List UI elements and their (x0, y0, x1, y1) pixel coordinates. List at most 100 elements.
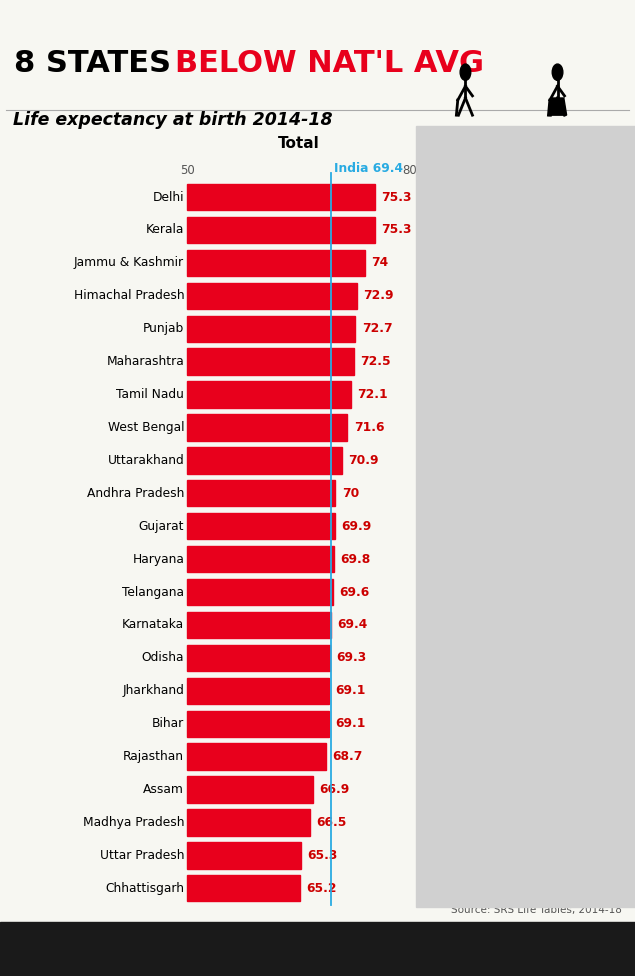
Text: 72.6: 72.6 (555, 421, 582, 434)
Text: Madhya Pradesh: Madhya Pradesh (83, 816, 184, 829)
Text: Uttar Pradesh: Uttar Pradesh (100, 849, 184, 862)
Text: 69.9: 69.9 (341, 519, 371, 533)
Text: Female: Female (537, 137, 599, 151)
Text: 69.3: 69.3 (337, 651, 367, 665)
Text: 72.5: 72.5 (361, 355, 391, 368)
Text: 74.3: 74.3 (555, 454, 582, 467)
Text: 65.8: 65.8 (554, 849, 582, 862)
Text: 72.9: 72.9 (363, 289, 394, 303)
Text: Source: SRS Life Tables, 2014-18: Source: SRS Life Tables, 2014-18 (451, 905, 622, 915)
Text: 74: 74 (371, 257, 389, 269)
Text: 67.7: 67.7 (457, 552, 483, 566)
Text: 66.6: 66.6 (555, 881, 582, 895)
Text: Maharashtra: Maharashtra (107, 355, 184, 368)
Text: Delhi: Delhi (152, 190, 184, 204)
Text: 70.7: 70.7 (551, 151, 586, 166)
Text: 75.3: 75.3 (381, 224, 411, 236)
Text: 68.5: 68.5 (554, 684, 582, 697)
Text: 70.8: 70.8 (555, 586, 582, 598)
Text: 68.5: 68.5 (554, 816, 582, 829)
Text: 65.2: 65.2 (306, 881, 337, 895)
Text: Rajasthan: Rajasthan (123, 751, 184, 763)
Text: 80: 80 (402, 164, 417, 177)
Text: 77: 77 (561, 190, 576, 204)
Text: FOR MORE  INFOGRAPHICS DOWNLOAD  TIMES OF INDIA APP: FOR MORE INFOGRAPHICS DOWNLOAD TIMES OF … (57, 945, 367, 954)
Text: 69.8: 69.8 (340, 552, 371, 566)
Text: 50: 50 (180, 164, 195, 177)
Text: 69.1: 69.1 (335, 684, 366, 697)
Text: Assam: Assam (144, 783, 184, 796)
Text: 69.6: 69.6 (457, 289, 483, 303)
Text: 72.7: 72.7 (362, 322, 392, 335)
Text: 70.9: 70.9 (555, 619, 582, 631)
Text: 69.6: 69.6 (339, 586, 369, 598)
Text: West Bengal: West Bengal (108, 421, 184, 434)
Text: 66.5: 66.5 (316, 816, 346, 829)
Text: 76.2: 76.2 (555, 257, 582, 269)
Text: Life expectancy at birth 2014-18: Life expectancy at birth 2014-18 (13, 111, 332, 129)
Text: 71.3: 71.3 (457, 355, 483, 368)
Text: 73.8: 73.8 (555, 355, 582, 368)
Text: 71: 71 (462, 322, 478, 335)
Text: Jharkhand: Jharkhand (123, 684, 184, 697)
Text: 72.2: 72.2 (457, 257, 483, 269)
Text: Tamil Nadu: Tamil Nadu (116, 388, 184, 401)
Text: 68.7: 68.7 (457, 487, 483, 500)
Text: BELOW NAT'L AVG: BELOW NAT'L AVG (175, 49, 484, 78)
Text: 69.4: 69.4 (337, 619, 368, 631)
Text: 70: 70 (342, 487, 359, 500)
Text: 69.4: 69.4 (457, 717, 483, 730)
Text: Karnataka: Karnataka (122, 619, 184, 631)
Text: 71.6: 71.6 (354, 421, 384, 434)
Text: Chhattisgarh: Chhattisgarh (105, 881, 184, 895)
Text: 63.7: 63.7 (457, 881, 483, 895)
Text: In years: In years (195, 192, 245, 202)
Text: 74.2: 74.2 (555, 388, 582, 401)
Text: Haryana: Haryana (132, 552, 184, 566)
Text: 76.8: 76.8 (555, 289, 582, 303)
Text: 70.9: 70.9 (349, 454, 379, 467)
Text: 68.7: 68.7 (555, 717, 582, 730)
Text: 70.7: 70.7 (457, 421, 483, 434)
Text: Odisha: Odisha (142, 651, 184, 665)
Text: Total: Total (277, 137, 319, 151)
Text: Telangana: Telangana (122, 586, 184, 598)
Text: 67.9: 67.9 (457, 619, 483, 631)
Text: 70.8: 70.8 (555, 651, 582, 665)
Text: 64.8: 64.8 (457, 849, 483, 862)
Text: 68: 68 (462, 651, 478, 665)
Text: Kerala: Kerala (146, 224, 184, 236)
Text: 72.1: 72.1 (358, 388, 388, 401)
Text: Uttarakhand: Uttarakhand (107, 454, 184, 467)
Text: 66.5: 66.5 (457, 751, 483, 763)
Text: 74.8: 74.8 (555, 322, 582, 335)
Text: Andhra Pradesh: Andhra Pradesh (87, 487, 184, 500)
Text: 67.9: 67.9 (457, 454, 483, 467)
Text: India 69.4: India 69.4 (334, 162, 403, 175)
Text: 66.9: 66.9 (319, 783, 349, 796)
Text: 68.2: 68.2 (452, 151, 488, 166)
Text: Bihar: Bihar (152, 717, 184, 730)
Text: 64.8: 64.8 (457, 816, 483, 829)
Text: 75.3: 75.3 (381, 190, 411, 204)
Text: Himachal Pradesh: Himachal Pradesh (74, 289, 184, 303)
Text: 65.3: 65.3 (307, 849, 337, 862)
Text: 70.2: 70.2 (457, 388, 483, 401)
Text: 69.9: 69.9 (457, 684, 483, 697)
Text: 71.6: 71.6 (555, 751, 582, 763)
Text: Jammu & Kashmir: Jammu & Kashmir (74, 257, 184, 269)
Text: Gujarat: Gujarat (138, 519, 184, 533)
Text: 69.1: 69.1 (335, 717, 366, 730)
Text: 67.8: 67.8 (457, 519, 483, 533)
Text: 67.9: 67.9 (555, 783, 582, 796)
Text: 72.3: 72.3 (555, 519, 582, 533)
Text: 8 STATES: 8 STATES (14, 49, 182, 78)
Text: 72.3: 72.3 (555, 552, 582, 566)
Text: 71.4: 71.4 (555, 487, 582, 500)
Text: 72.5: 72.5 (457, 224, 483, 236)
Text: TOI: TOI (10, 944, 30, 955)
Text: 68.6: 68.6 (457, 586, 483, 598)
Text: Punjab: Punjab (143, 322, 184, 335)
Text: Male: Male (450, 137, 490, 151)
Text: 68.7: 68.7 (332, 751, 363, 763)
